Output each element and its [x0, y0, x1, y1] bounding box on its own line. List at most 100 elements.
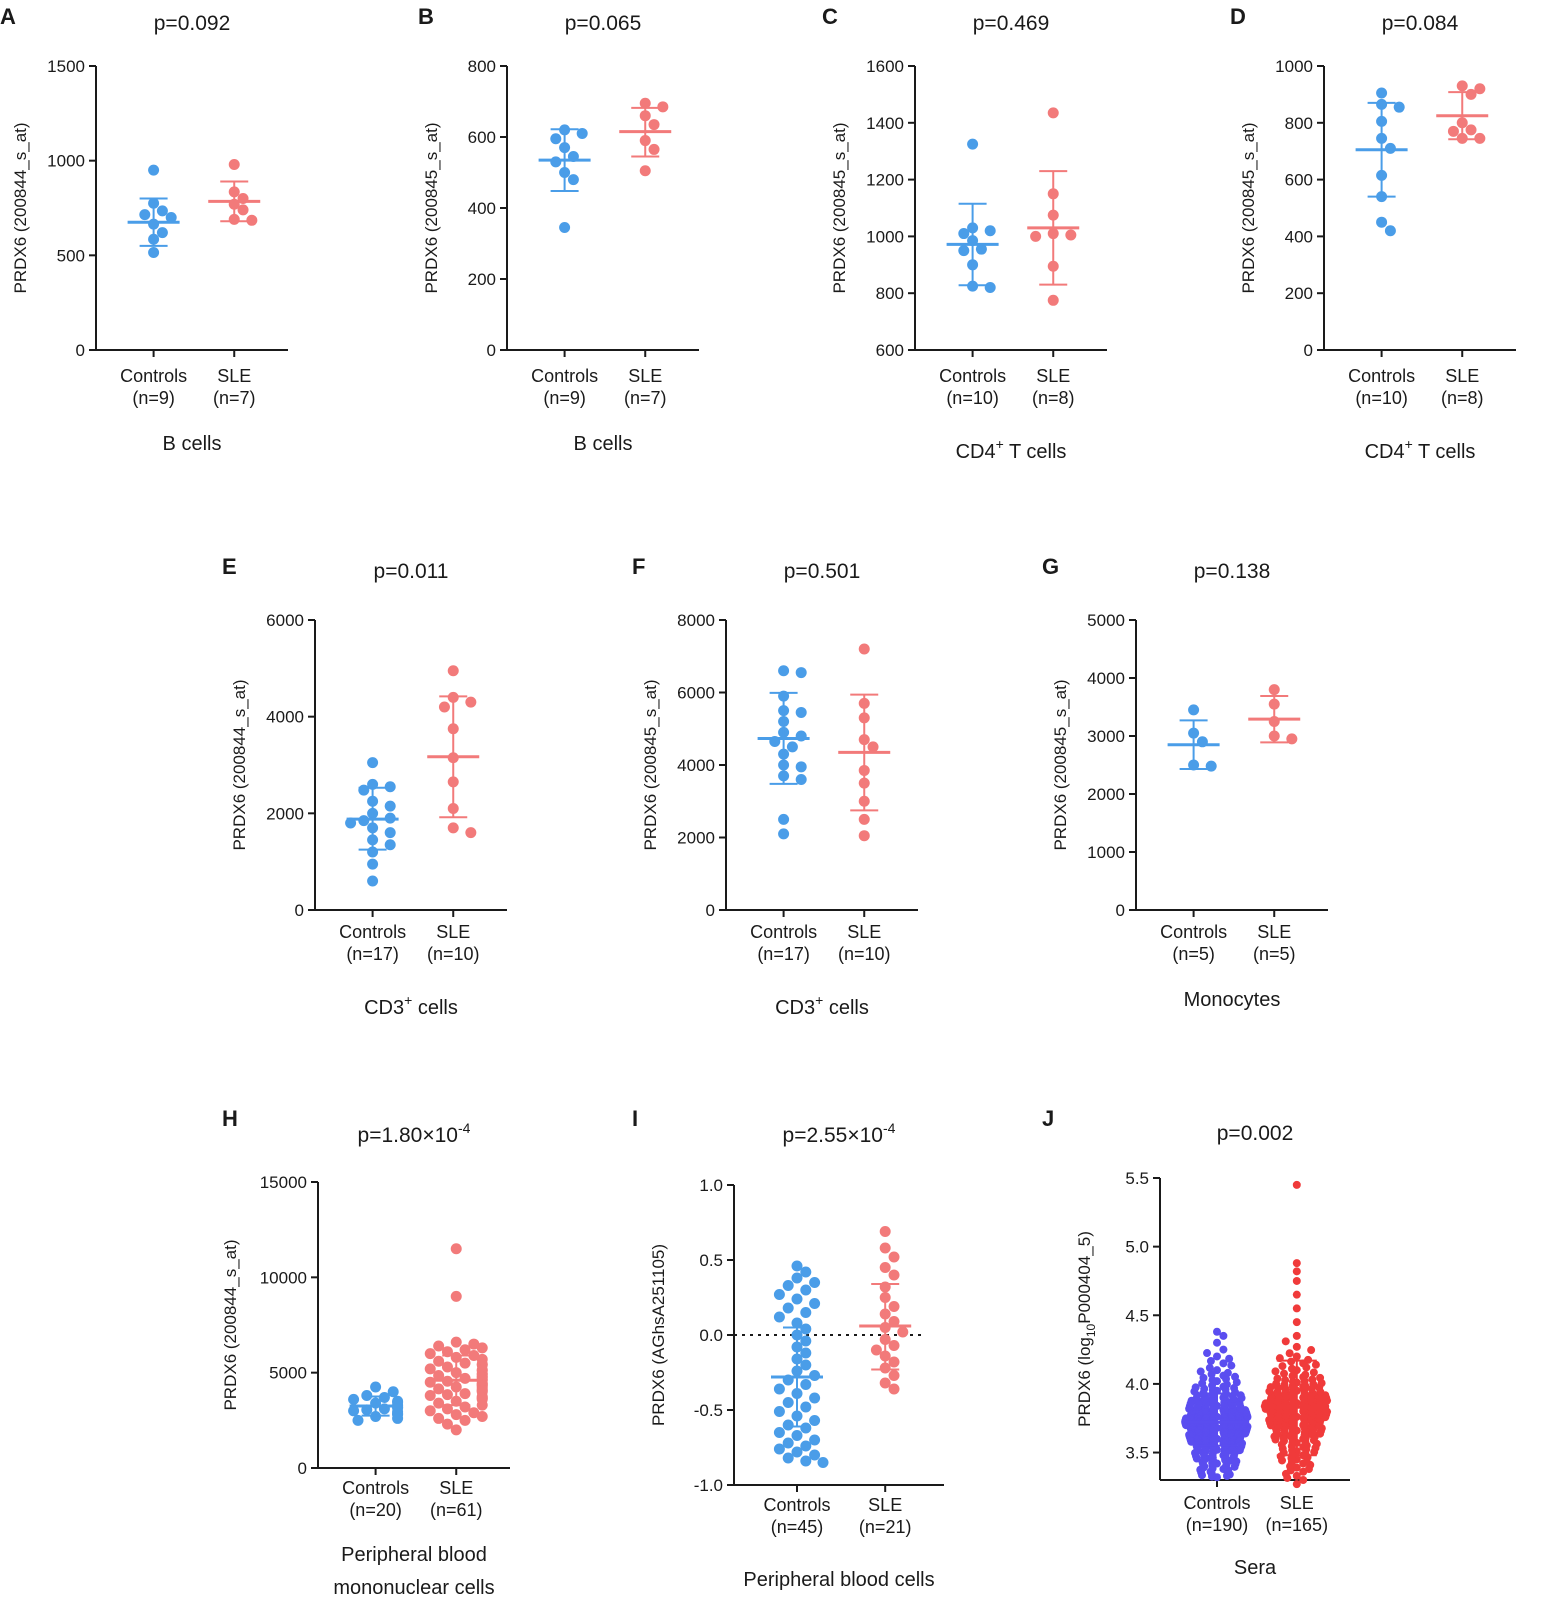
y-tick-label: 0.5: [699, 1251, 723, 1270]
category-label: SLE: [1280, 1493, 1314, 1513]
sle-data-point: [459, 1357, 471, 1369]
sle-data-point: [476, 1411, 488, 1423]
sle-data-point: [648, 119, 660, 131]
sle-data-point: [1307, 1346, 1316, 1355]
control-data-point: [1213, 1352, 1221, 1361]
sample-size-label: (n=190): [1186, 1515, 1249, 1535]
cell-type-label-line2: mononuclear cells: [333, 1577, 494, 1598]
control-data-point: [984, 225, 996, 237]
sle-data-point: [246, 214, 258, 226]
category-label: Controls: [939, 366, 1006, 386]
category-label: SLE: [217, 366, 251, 386]
cell-type-superscript: +: [1405, 436, 1413, 452]
cell-type-label: Sera: [1234, 1557, 1277, 1579]
p-value-title: p=0.469: [973, 12, 1050, 35]
cell-type-rest: T cells: [1413, 441, 1476, 463]
sle-data-point: [1292, 1259, 1301, 1268]
control-data-point: [782, 1419, 794, 1431]
category-label: Controls: [342, 1478, 409, 1498]
control-data-point: [786, 741, 798, 753]
sample-size-label: (n=10): [838, 944, 891, 964]
sle-data-point: [1273, 1374, 1282, 1383]
y-tick-label: 200: [468, 270, 496, 289]
control-data-point: [800, 1359, 812, 1371]
sle-data-point: [888, 1269, 900, 1281]
sample-size-label: (n=45): [771, 1517, 824, 1537]
y-tick-label: 0: [1116, 901, 1125, 920]
y-tick-label: 1400: [866, 114, 904, 133]
cell-type-superscript: +: [996, 436, 1004, 452]
sle-data-point: [468, 1338, 480, 1350]
category-label: SLE: [1445, 366, 1479, 386]
control-data-point: [782, 1302, 794, 1314]
cell-type-superscript: +: [815, 992, 823, 1008]
panel-i: Ip=2.55×10-4 -1.0 -0.5 0.0 0.5 1.0 PRDX6 (AGhs…: [632, 1106, 944, 1591]
control-data-point: [1222, 1374, 1231, 1383]
control-data-point: [773, 1406, 785, 1417]
control-data-point: [1393, 101, 1405, 113]
sle-data-point: [476, 1399, 488, 1411]
control-data-point: [773, 1427, 785, 1438]
y-tick-label: 2000: [266, 804, 304, 823]
sle-data-point: [459, 1414, 471, 1426]
cell-type-superscript: +: [404, 992, 412, 1008]
sle-data-point: [441, 1418, 453, 1430]
sle-data-point: [1308, 1375, 1317, 1384]
control-data-point: [800, 1323, 812, 1335]
sample-size-label: (n=61): [430, 1500, 483, 1520]
sle-data-point: [424, 1363, 436, 1375]
control-data-point: [1376, 87, 1388, 99]
sle-data-point: [1316, 1373, 1325, 1382]
y-tick-label: 4.5: [1125, 1306, 1149, 1325]
control-data-point: [800, 1401, 812, 1413]
control-data-point: [1207, 1370, 1216, 1379]
sle-data-point: [1311, 1360, 1320, 1369]
control-data-point: [384, 839, 396, 851]
sle-data-point: [888, 1251, 900, 1263]
category-label: Controls: [763, 1495, 830, 1515]
control-data-point: [795, 774, 807, 785]
control-data-point: [1213, 1366, 1221, 1375]
y-tick-label: 600: [468, 128, 496, 147]
category-label: Controls: [1183, 1493, 1250, 1513]
sle-data-point: [1288, 1364, 1297, 1373]
y-tick-label: 5000: [1087, 611, 1125, 630]
sle-data-point: [447, 665, 459, 677]
cell-type-label: B cells: [574, 433, 633, 455]
sle-data-point: [888, 1383, 900, 1395]
y-tick-label: 1000: [1275, 57, 1313, 76]
y-axis-label: PRDX6 (200845_s_at): [641, 679, 660, 850]
category-label: Controls: [750, 922, 817, 942]
control-data-point: [1206, 1357, 1215, 1366]
category-label: Controls: [339, 922, 406, 942]
control-data-point: [148, 164, 160, 176]
category-label: SLE: [436, 922, 470, 942]
sle-data-point: [1292, 1342, 1301, 1351]
sle-data-point: [468, 1350, 480, 1362]
category-label: SLE: [628, 366, 662, 386]
y-tick-label: 10000: [260, 1268, 307, 1287]
y-axis-label: PRDX6 (200845_s_at): [1239, 122, 1258, 293]
y-tick-label: 0: [1304, 341, 1313, 360]
control-data-point: [809, 1415, 821, 1426]
y-label-rest: P000404_5): [1075, 1231, 1094, 1324]
y-tick-label: 2000: [677, 829, 715, 848]
control-data-point: [1213, 1327, 1221, 1336]
panel-letter: J: [1042, 1106, 1054, 1131]
panel-letter: B: [418, 4, 434, 29]
y-tick-label: 1000: [47, 152, 85, 171]
sample-size-label: (n=165): [1266, 1515, 1329, 1535]
category-label: SLE: [1036, 366, 1070, 386]
y-tick-label: 5.5: [1125, 1169, 1149, 1188]
cell-type-label: B cells: [163, 433, 222, 455]
cell-type-rest: cells: [823, 997, 869, 1019]
control-data-point: [1188, 704, 1200, 716]
sle-data-point: [237, 204, 249, 216]
control-data-point: [817, 1457, 829, 1468]
sle-data-point: [1285, 1349, 1294, 1358]
cell-type-base: CD4: [956, 441, 996, 463]
sle-data-point: [459, 1372, 471, 1384]
